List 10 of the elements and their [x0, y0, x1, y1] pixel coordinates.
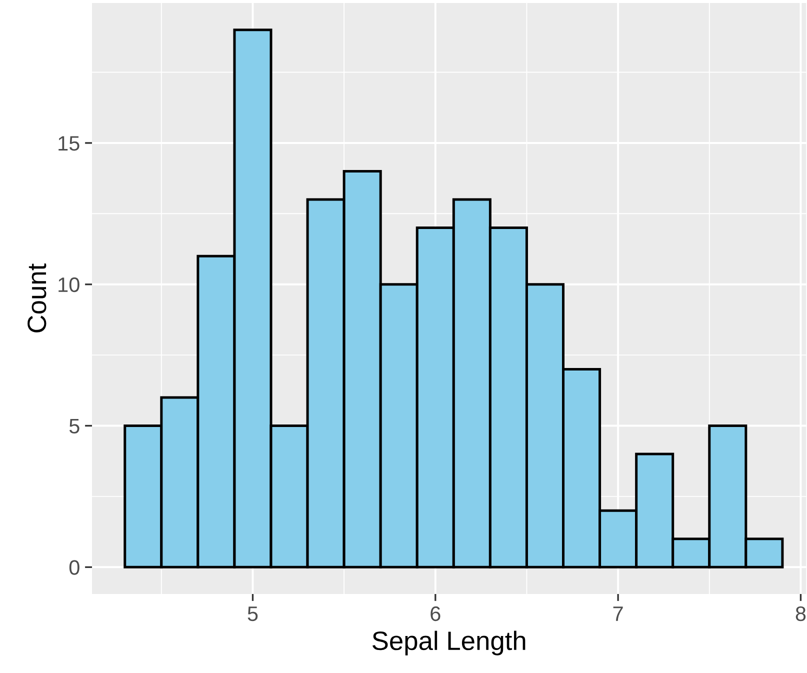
- y-tick-label: 5: [69, 418, 80, 434]
- x-axis-title: Sepal Length: [372, 630, 526, 656]
- x-tick-label: 7: [613, 606, 623, 621]
- y-tick-label: 10: [58, 277, 80, 292]
- x-tick-label: 8: [796, 606, 806, 622]
- y-tick-label: 15: [58, 136, 80, 151]
- y-axis-title: Count: [28, 263, 46, 332]
- x-tick-label: 6: [430, 606, 440, 622]
- y-tick-label: 0: [69, 560, 80, 575]
- x-tick-label: 5: [248, 606, 258, 622]
